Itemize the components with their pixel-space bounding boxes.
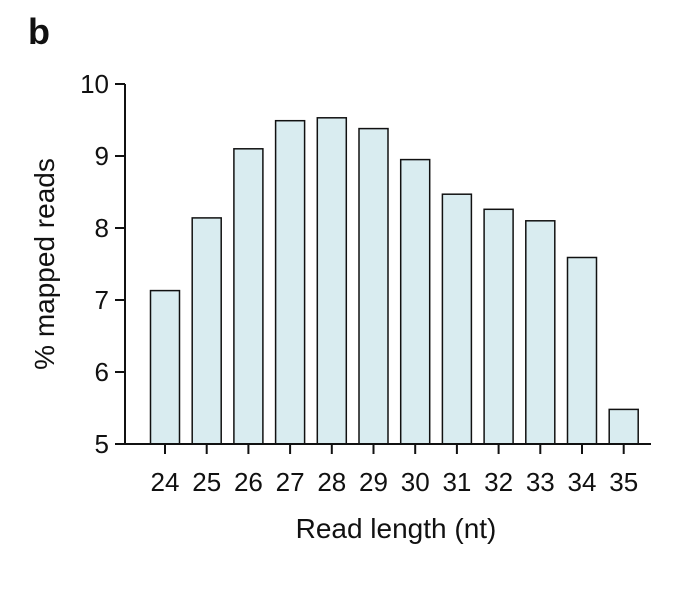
x-tick-label: 28 (317, 467, 346, 497)
bar-26 (233, 148, 264, 445)
y-axis: 5 6 7 8 9 10 (80, 69, 126, 459)
y-tick-label: 6 (95, 357, 109, 387)
x-ticks: 24 25 26 27 28 29 30 31 32 33 34 35 (151, 444, 638, 497)
x-tick-label: 26 (234, 467, 263, 497)
bar-24 (149, 289, 181, 445)
bars (149, 117, 639, 445)
x-tick-label: 24 (151, 467, 180, 497)
y-axis-label: % mapped reads (29, 158, 60, 370)
y-tick-label: 10 (80, 69, 109, 99)
bar-35 (608, 408, 639, 445)
y-tick-label: 8 (95, 213, 109, 243)
bar-28 (316, 117, 348, 445)
x-tick-label: 34 (568, 467, 597, 497)
x-tick-label: 25 (192, 467, 221, 497)
x-axis: 24 25 26 27 28 29 30 31 32 33 34 35 (125, 443, 651, 497)
x-tick-label: 31 (442, 467, 471, 497)
bar-27 (274, 119, 306, 445)
x-axis-label: Read length (nt) (296, 513, 497, 544)
y-tick-label: 9 (95, 141, 109, 171)
x-tick-label: 35 (609, 467, 638, 497)
x-tick-label: 30 (401, 467, 430, 497)
y-tick-label: 5 (95, 429, 109, 459)
bar-25 (191, 217, 222, 445)
x-tick-label: 33 (526, 467, 555, 497)
bar-34 (566, 256, 598, 445)
bar-33 (525, 220, 556, 445)
y-ticks: 5 6 7 8 9 10 (80, 69, 125, 459)
bar-31 (441, 193, 473, 445)
bar-29 (358, 127, 389, 445)
x-tick-label: 27 (276, 467, 305, 497)
bar-30 (399, 158, 431, 445)
x-tick-label: 32 (484, 467, 513, 497)
panel-label: b (28, 11, 50, 52)
x-tick-label: 29 (359, 467, 388, 497)
bar-32 (483, 208, 514, 445)
y-tick-label: 7 (95, 285, 109, 315)
